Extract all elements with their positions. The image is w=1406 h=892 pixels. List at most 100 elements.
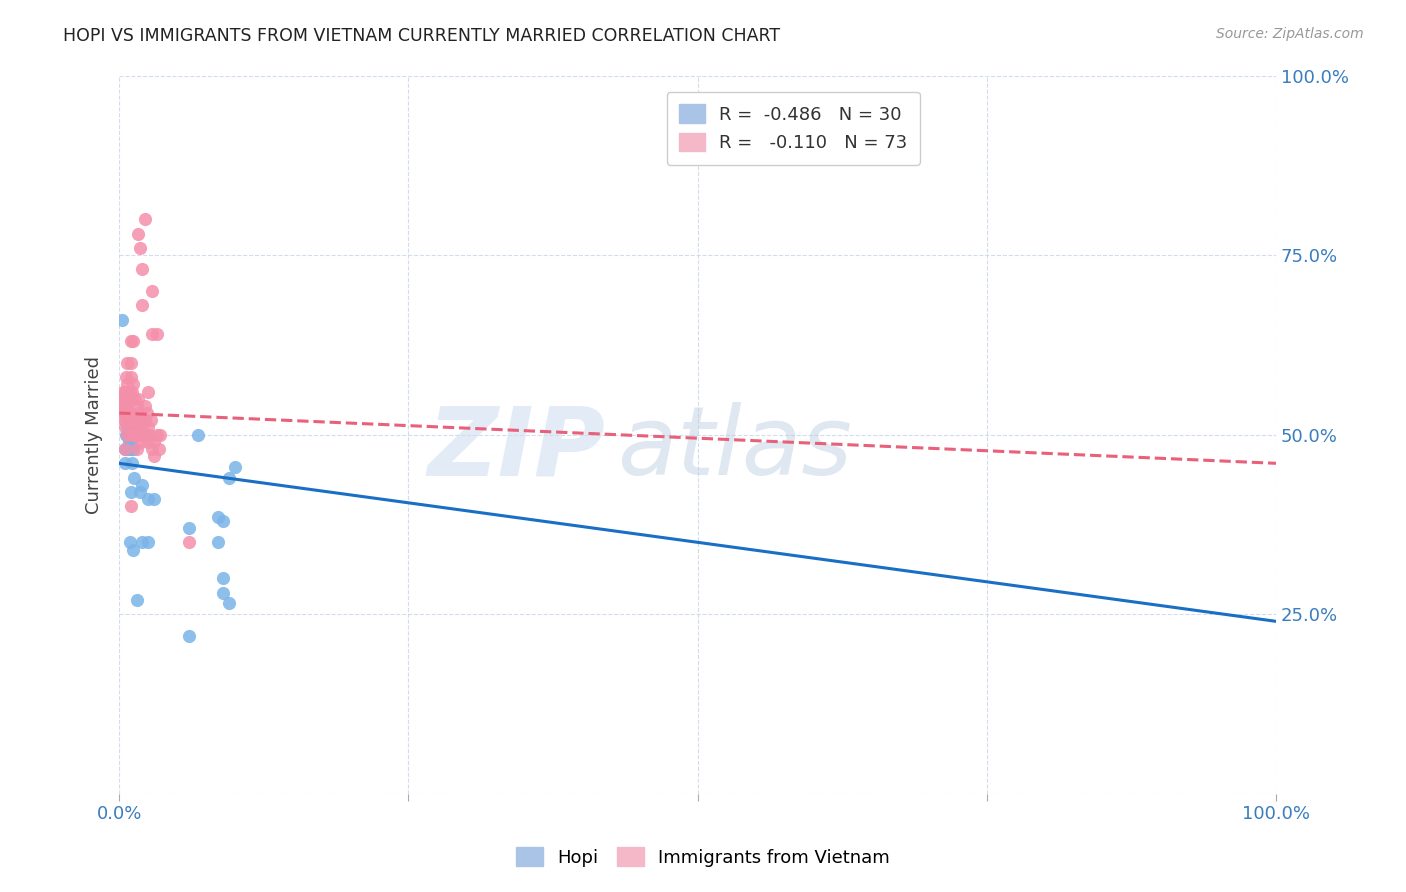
Legend: Hopi, Immigrants from Vietnam: Hopi, Immigrants from Vietnam <box>509 840 897 874</box>
Point <box>218 471 240 485</box>
Point <box>132 427 155 442</box>
Point <box>114 442 136 456</box>
Point <box>128 420 150 434</box>
Point <box>122 413 145 427</box>
Point <box>118 420 141 434</box>
Point <box>117 442 139 456</box>
Point <box>117 427 139 442</box>
Point <box>125 442 148 456</box>
Point <box>120 334 142 349</box>
Point <box>117 427 139 442</box>
Point <box>121 427 143 442</box>
Point <box>131 298 153 312</box>
Point <box>117 434 139 449</box>
Text: HOPI VS IMMIGRANTS FROM VIETNAM CURRENTLY MARRIED CORRELATION CHART: HOPI VS IMMIGRANTS FROM VIETNAM CURRENTL… <box>63 27 780 45</box>
Point <box>212 514 235 528</box>
Point <box>134 212 156 227</box>
Point <box>121 384 143 399</box>
Point <box>141 327 163 342</box>
Point <box>177 629 200 643</box>
Point <box>129 427 152 442</box>
Point <box>136 420 159 434</box>
Point <box>120 370 142 384</box>
Point <box>224 459 246 474</box>
Point <box>114 420 136 434</box>
Point <box>122 334 145 349</box>
Point <box>177 535 200 549</box>
Point <box>212 571 235 585</box>
Point <box>124 413 146 427</box>
Point <box>207 535 229 549</box>
Point <box>114 399 136 413</box>
Point <box>129 434 152 449</box>
Point <box>112 406 135 420</box>
Point <box>141 284 163 298</box>
Point <box>136 535 159 549</box>
Point <box>117 427 139 442</box>
Point <box>120 434 142 449</box>
Point <box>136 434 159 449</box>
Point <box>136 406 159 420</box>
Point <box>124 427 146 442</box>
Point <box>120 427 142 442</box>
Legend: R =  -0.486   N = 30, R =   -0.110   N = 73: R = -0.486 N = 30, R = -0.110 N = 73 <box>666 92 920 165</box>
Point <box>131 420 153 434</box>
Point <box>120 500 142 514</box>
Point <box>117 356 139 370</box>
Point <box>114 384 136 399</box>
Point <box>124 471 146 485</box>
Point <box>118 535 141 549</box>
Point <box>121 456 143 470</box>
Point <box>127 227 149 241</box>
Point <box>218 596 240 610</box>
Point <box>117 442 139 456</box>
Point <box>122 377 145 392</box>
Point <box>110 312 132 326</box>
Point <box>121 413 143 427</box>
Point <box>125 399 148 413</box>
Point <box>117 420 139 434</box>
Point <box>207 510 229 524</box>
Point <box>117 413 139 427</box>
Point <box>131 262 153 277</box>
Point <box>187 427 209 442</box>
Point <box>120 356 142 370</box>
Point <box>118 384 141 399</box>
Point <box>143 434 166 449</box>
Point <box>122 442 145 456</box>
Text: Source: ZipAtlas.com: Source: ZipAtlas.com <box>1216 27 1364 41</box>
Point <box>131 413 153 427</box>
Point <box>129 241 152 255</box>
Point <box>136 492 159 507</box>
Point <box>115 413 138 427</box>
Point <box>115 392 138 406</box>
Point <box>121 442 143 456</box>
Point <box>117 392 139 406</box>
Point <box>124 420 146 434</box>
Point <box>138 427 160 442</box>
Point <box>124 392 146 406</box>
Point <box>112 399 135 413</box>
Point <box>131 535 153 549</box>
Point <box>120 413 142 427</box>
Point <box>111 392 134 406</box>
Point <box>110 392 132 406</box>
Point <box>117 399 139 413</box>
Point <box>134 399 156 413</box>
Point <box>114 456 136 470</box>
Point <box>117 406 139 420</box>
Point <box>117 377 139 392</box>
Point <box>127 406 149 420</box>
Point <box>120 427 142 442</box>
Point <box>135 427 157 442</box>
Point <box>141 442 163 456</box>
Text: ZIP: ZIP <box>427 402 605 495</box>
Point <box>212 585 235 599</box>
Point <box>111 384 134 399</box>
Point <box>115 427 138 442</box>
Point <box>129 485 152 500</box>
Point <box>131 478 153 492</box>
Point <box>177 521 200 535</box>
Point <box>146 427 169 442</box>
Point <box>115 399 138 413</box>
